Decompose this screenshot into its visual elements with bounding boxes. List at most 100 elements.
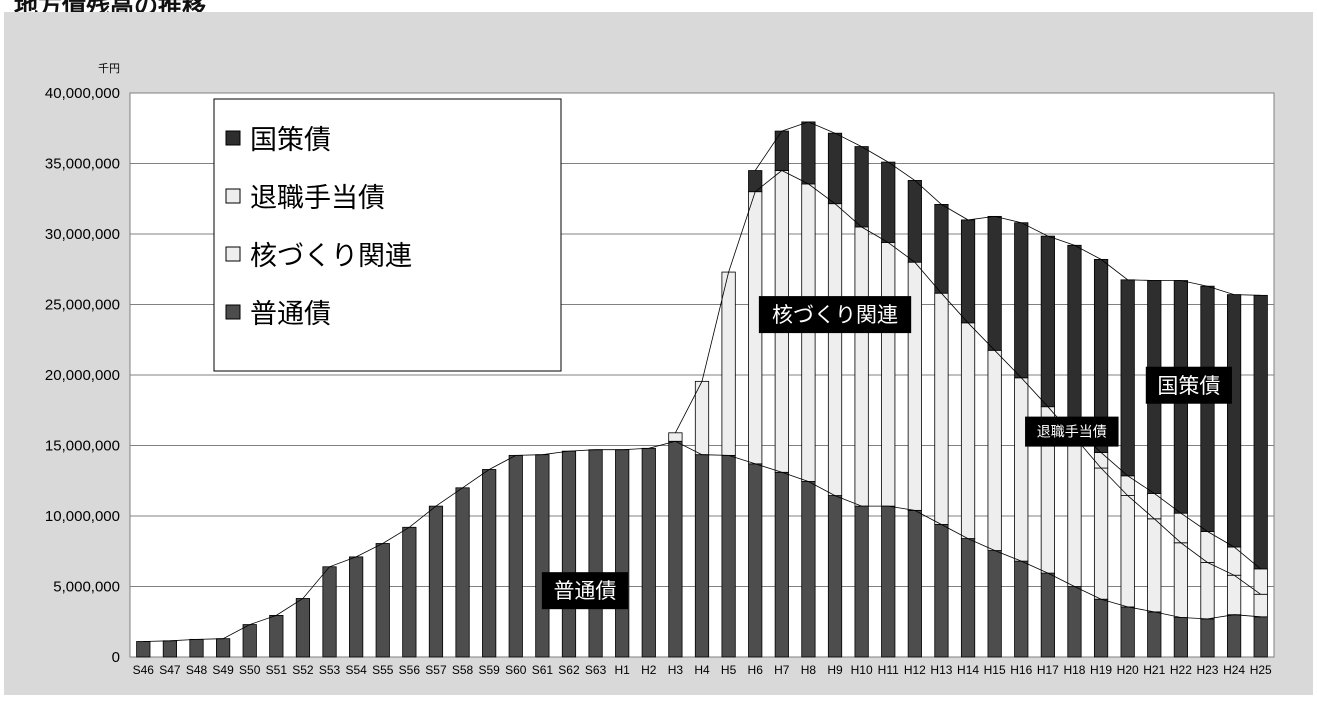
legend-label: 普通債	[250, 299, 331, 330]
bar-segment	[854, 505, 869, 658]
x-tick-label: H1	[615, 663, 631, 677]
x-tick-label: H6	[748, 663, 764, 677]
legend-swatch	[225, 188, 241, 204]
bar-segment	[162, 640, 178, 658]
bar-segment	[801, 121, 816, 185]
y-tick-label: 30,000,000	[45, 226, 120, 243]
bar-segment	[402, 526, 417, 658]
bar-segment	[1040, 572, 1055, 658]
legend-label: 核づくり関連	[250, 241, 412, 272]
bar-segment	[1147, 611, 1162, 658]
x-tick-label: S60	[505, 663, 527, 677]
bar-segment	[748, 463, 763, 658]
bar-segment	[1067, 436, 1082, 587]
connector-line	[143, 440, 1261, 642]
bar-segment	[827, 495, 843, 658]
x-tick-label: H24	[1223, 663, 1245, 677]
bar-segment	[694, 380, 710, 456]
x-tick-label: S58	[452, 663, 474, 677]
bar-segment	[934, 292, 949, 525]
x-tick-label: H18	[1063, 663, 1085, 677]
x-tick-label: H7	[774, 663, 790, 677]
y-tick-label: 25,000,000	[45, 297, 120, 314]
legend-label: 国策債	[250, 125, 331, 156]
x-tick-label: S47	[159, 663, 181, 677]
x-tick-label: S51	[266, 663, 288, 677]
bar-segment	[827, 203, 843, 496]
annotation-box	[1025, 416, 1119, 447]
x-tick-label: H15	[984, 663, 1006, 677]
bar-segment	[1147, 518, 1162, 613]
bar-segment	[1067, 586, 1082, 658]
x-tick-label: S48	[186, 663, 208, 677]
legend-swatch	[225, 246, 241, 262]
bar-segment	[189, 638, 204, 658]
y-tick-label: 35,000,000	[45, 156, 120, 173]
bar-segment	[1200, 618, 1215, 658]
page-title-strip: 地方債残高の推移	[0, 0, 1317, 12]
y-tick-label: 40,000,000	[45, 85, 120, 102]
x-tick-label: H4	[694, 663, 710, 677]
bar-segment	[1067, 244, 1082, 428]
bar-segment	[535, 454, 550, 658]
y-tick-label: 15,000,000	[45, 438, 120, 455]
x-axis: S46 S47 S48 S49 S50 S51 S52 S53 S54 S55 S56 S57 S58 S…	[133, 663, 1272, 677]
bar-segment	[1120, 606, 1135, 658]
y-tick-label: 0	[112, 649, 120, 666]
bar-segment	[1226, 294, 1242, 548]
bar-segment	[1200, 285, 1215, 532]
x-tick-label: H20	[1117, 663, 1139, 677]
x-tick-label: S61	[532, 663, 554, 677]
x-tick-label: H25	[1250, 663, 1272, 677]
bar-segment	[1014, 560, 1029, 658]
bar-segment	[508, 454, 523, 658]
x-tick-label: H11	[878, 663, 899, 677]
bar-segment	[907, 509, 922, 658]
bar-segment	[455, 487, 470, 658]
bar-segment	[1200, 531, 1215, 563]
x-tick-label: S55	[372, 663, 394, 677]
y-tick-label: 5,000,000	[53, 579, 120, 596]
x-tick-label: H19	[1090, 663, 1112, 677]
x-tick-label: S56	[399, 663, 421, 677]
bar-segment	[615, 449, 630, 658]
x-tick-label: H13	[930, 663, 952, 677]
annotation-box	[758, 296, 912, 334]
bar-segment	[1253, 294, 1268, 570]
bar-segment	[721, 271, 736, 456]
x-tick-label: S54	[345, 663, 367, 677]
bar-segment	[322, 566, 337, 658]
bar-segment	[774, 471, 789, 658]
bar-segment	[1014, 222, 1029, 379]
x-tick-label: H21	[1143, 663, 1165, 677]
bar-segment	[854, 226, 869, 507]
x-tick-label: H12	[904, 663, 926, 677]
bar-segment	[801, 481, 816, 658]
x-tick-label: H10	[851, 663, 873, 677]
bar-segment	[881, 505, 896, 658]
y-tick-label: 20,000,000	[45, 367, 120, 384]
annotation-box	[541, 572, 629, 610]
legend-label: 退職手当債	[250, 183, 385, 214]
x-tick-label: H14	[957, 663, 979, 677]
legend-swatch	[225, 130, 241, 146]
connector-line	[675, 170, 1261, 595]
x-tick-label: S62	[558, 663, 580, 677]
bar-segment	[349, 556, 364, 658]
annotation-label: 核づくり関連	[772, 303, 898, 327]
bar-segment	[668, 432, 683, 442]
bar-segment	[907, 180, 922, 263]
bar-segment	[1226, 614, 1242, 658]
stacked-bar-chart: 0 5,000,000 10,000,000 15,000,000 20,000,000…	[45, 62, 1275, 677]
bar-segment	[136, 641, 151, 658]
bar-segment	[827, 132, 843, 205]
bar-segment	[1120, 495, 1135, 608]
bar-segment	[721, 454, 736, 658]
bar-segment	[934, 203, 949, 294]
bar-segment	[987, 215, 1002, 351]
x-tick-label: S49	[212, 663, 234, 677]
x-tick-label: S46	[133, 663, 155, 677]
x-tick-label: H5	[721, 663, 737, 677]
